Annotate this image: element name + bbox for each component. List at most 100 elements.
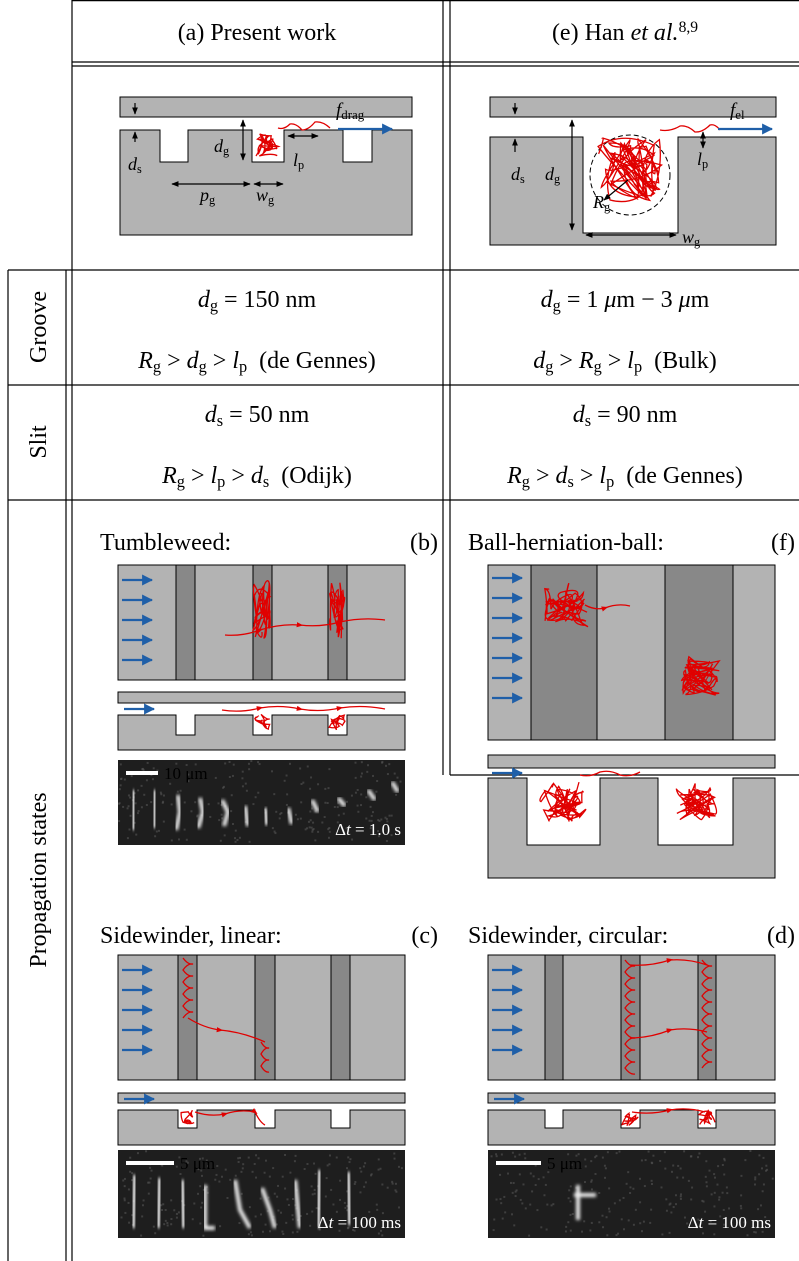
noise	[754, 1176, 756, 1178]
noise	[141, 806, 143, 808]
polymer-strand	[278, 122, 330, 130]
noise	[238, 1222, 240, 1224]
channel-body	[118, 1110, 405, 1145]
noise	[675, 1203, 677, 1205]
noise	[137, 789, 139, 791]
noise	[538, 1178, 540, 1180]
noise	[504, 1211, 506, 1213]
noise	[528, 1235, 530, 1237]
noise	[585, 1165, 587, 1167]
noise	[714, 1192, 716, 1194]
noise	[272, 827, 274, 829]
noise	[565, 1230, 567, 1232]
noise	[314, 1189, 316, 1191]
noise	[723, 1174, 725, 1176]
noise	[772, 1178, 774, 1180]
noise	[142, 768, 144, 770]
noise	[519, 1173, 521, 1175]
noise	[616, 1234, 618, 1236]
formula-part: g	[177, 472, 185, 491]
noise	[229, 761, 231, 763]
noise	[237, 1157, 239, 1159]
noise	[324, 788, 326, 790]
noise	[354, 1183, 356, 1185]
noise	[121, 1216, 123, 1218]
noise	[629, 1186, 631, 1188]
noise	[296, 1231, 298, 1233]
noise	[171, 839, 173, 841]
noise	[616, 1152, 618, 1154]
noise	[238, 1161, 240, 1163]
formula-part: R	[506, 463, 522, 489]
polymer-coil	[699, 1110, 715, 1124]
noise	[393, 1153, 395, 1155]
noise	[389, 815, 391, 817]
noise	[664, 1168, 666, 1170]
panel-tag: (c)	[411, 923, 438, 949]
formula-part: s	[137, 162, 142, 176]
noise	[525, 1207, 527, 1209]
noise	[265, 1224, 267, 1226]
noise	[310, 776, 312, 778]
noise	[565, 1226, 567, 1228]
noise	[336, 1157, 338, 1159]
shape	[178, 955, 197, 1080]
noise	[170, 1218, 172, 1220]
noise	[714, 1177, 716, 1179]
noise	[141, 1215, 143, 1217]
noise	[388, 763, 390, 765]
molecule-image	[133, 1175, 135, 1228]
noise	[529, 1204, 531, 1206]
noise	[339, 1199, 341, 1201]
noise	[682, 1177, 684, 1179]
noise	[648, 1151, 650, 1153]
noise	[670, 1211, 672, 1213]
noise	[722, 1192, 724, 1194]
noise	[288, 1204, 290, 1206]
noise	[311, 831, 313, 833]
formula-part: g	[210, 296, 218, 315]
noise	[145, 1150, 147, 1152]
panel-tag: (d)	[767, 923, 795, 949]
shape	[488, 755, 775, 768]
noise	[241, 777, 243, 779]
polymer-coil	[255, 714, 270, 729]
noise	[349, 1161, 351, 1163]
noise	[744, 1159, 746, 1161]
formula: dg = 1 μm − 3 μm	[541, 287, 710, 315]
noise	[148, 1193, 150, 1195]
formula-part: w	[256, 185, 268, 205]
noise	[202, 1235, 204, 1237]
noise	[245, 783, 247, 785]
noise	[591, 1222, 593, 1224]
formula: Rg > lp > ds (Odijk)	[161, 463, 352, 491]
noise	[343, 813, 345, 815]
noise	[257, 792, 259, 794]
noise	[680, 1195, 682, 1197]
noise	[567, 1221, 569, 1223]
noise	[357, 789, 359, 791]
formula-part: g	[545, 357, 553, 376]
formula-part: p	[702, 157, 708, 171]
noise	[392, 1183, 394, 1185]
noise	[604, 1165, 606, 1167]
noise	[292, 1218, 294, 1220]
noise	[309, 826, 311, 828]
noise	[672, 1165, 674, 1167]
noise	[366, 771, 368, 773]
formula-part: g	[604, 200, 610, 214]
noise	[315, 1173, 317, 1175]
noise	[273, 793, 275, 795]
noise	[294, 1160, 296, 1162]
noise	[716, 1184, 718, 1186]
noise	[289, 1172, 291, 1174]
noise	[127, 837, 129, 839]
noise	[264, 1172, 266, 1174]
shape	[120, 97, 412, 117]
noise	[595, 1155, 597, 1157]
noise	[510, 1182, 512, 1184]
noise	[161, 1209, 163, 1211]
noise	[180, 790, 182, 792]
noise	[176, 1166, 178, 1168]
noise	[163, 821, 165, 823]
